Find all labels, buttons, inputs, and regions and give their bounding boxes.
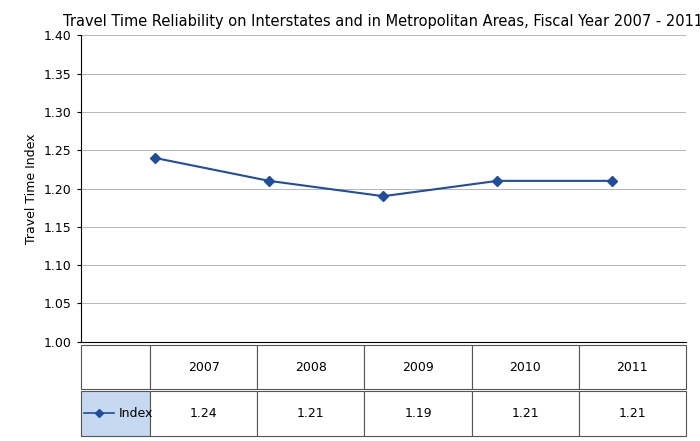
Title: Travel Time Reliability on Interstates and in Metropolitan Areas, Fiscal Year 20: Travel Time Reliability on Interstates a… [63, 14, 700, 29]
Bar [365, 391, 472, 436]
Bar [365, 345, 472, 389]
Text: 1.21: 1.21 [512, 407, 539, 420]
Bar [472, 391, 579, 436]
Text: Index: Index [118, 407, 153, 420]
Text: 2009: 2009 [402, 361, 434, 374]
Y-axis label: Travel Time Index: Travel Time Index [25, 133, 38, 244]
Text: 2010: 2010 [510, 361, 541, 374]
Text: 1.19: 1.19 [405, 407, 432, 420]
Bar [258, 391, 365, 436]
Bar [150, 391, 258, 436]
Bar [80, 345, 150, 389]
Text: 1.24: 1.24 [190, 407, 218, 420]
Bar [472, 345, 579, 389]
Text: 2008: 2008 [295, 361, 327, 374]
Bar [150, 345, 258, 389]
Text: 1.21: 1.21 [297, 407, 325, 420]
Text: 1.21: 1.21 [619, 407, 646, 420]
Bar [579, 391, 686, 436]
Bar [579, 345, 686, 389]
Text: 2011: 2011 [617, 361, 648, 374]
Bar [258, 345, 365, 389]
Text: 2007: 2007 [188, 361, 220, 374]
Bar [80, 391, 150, 436]
